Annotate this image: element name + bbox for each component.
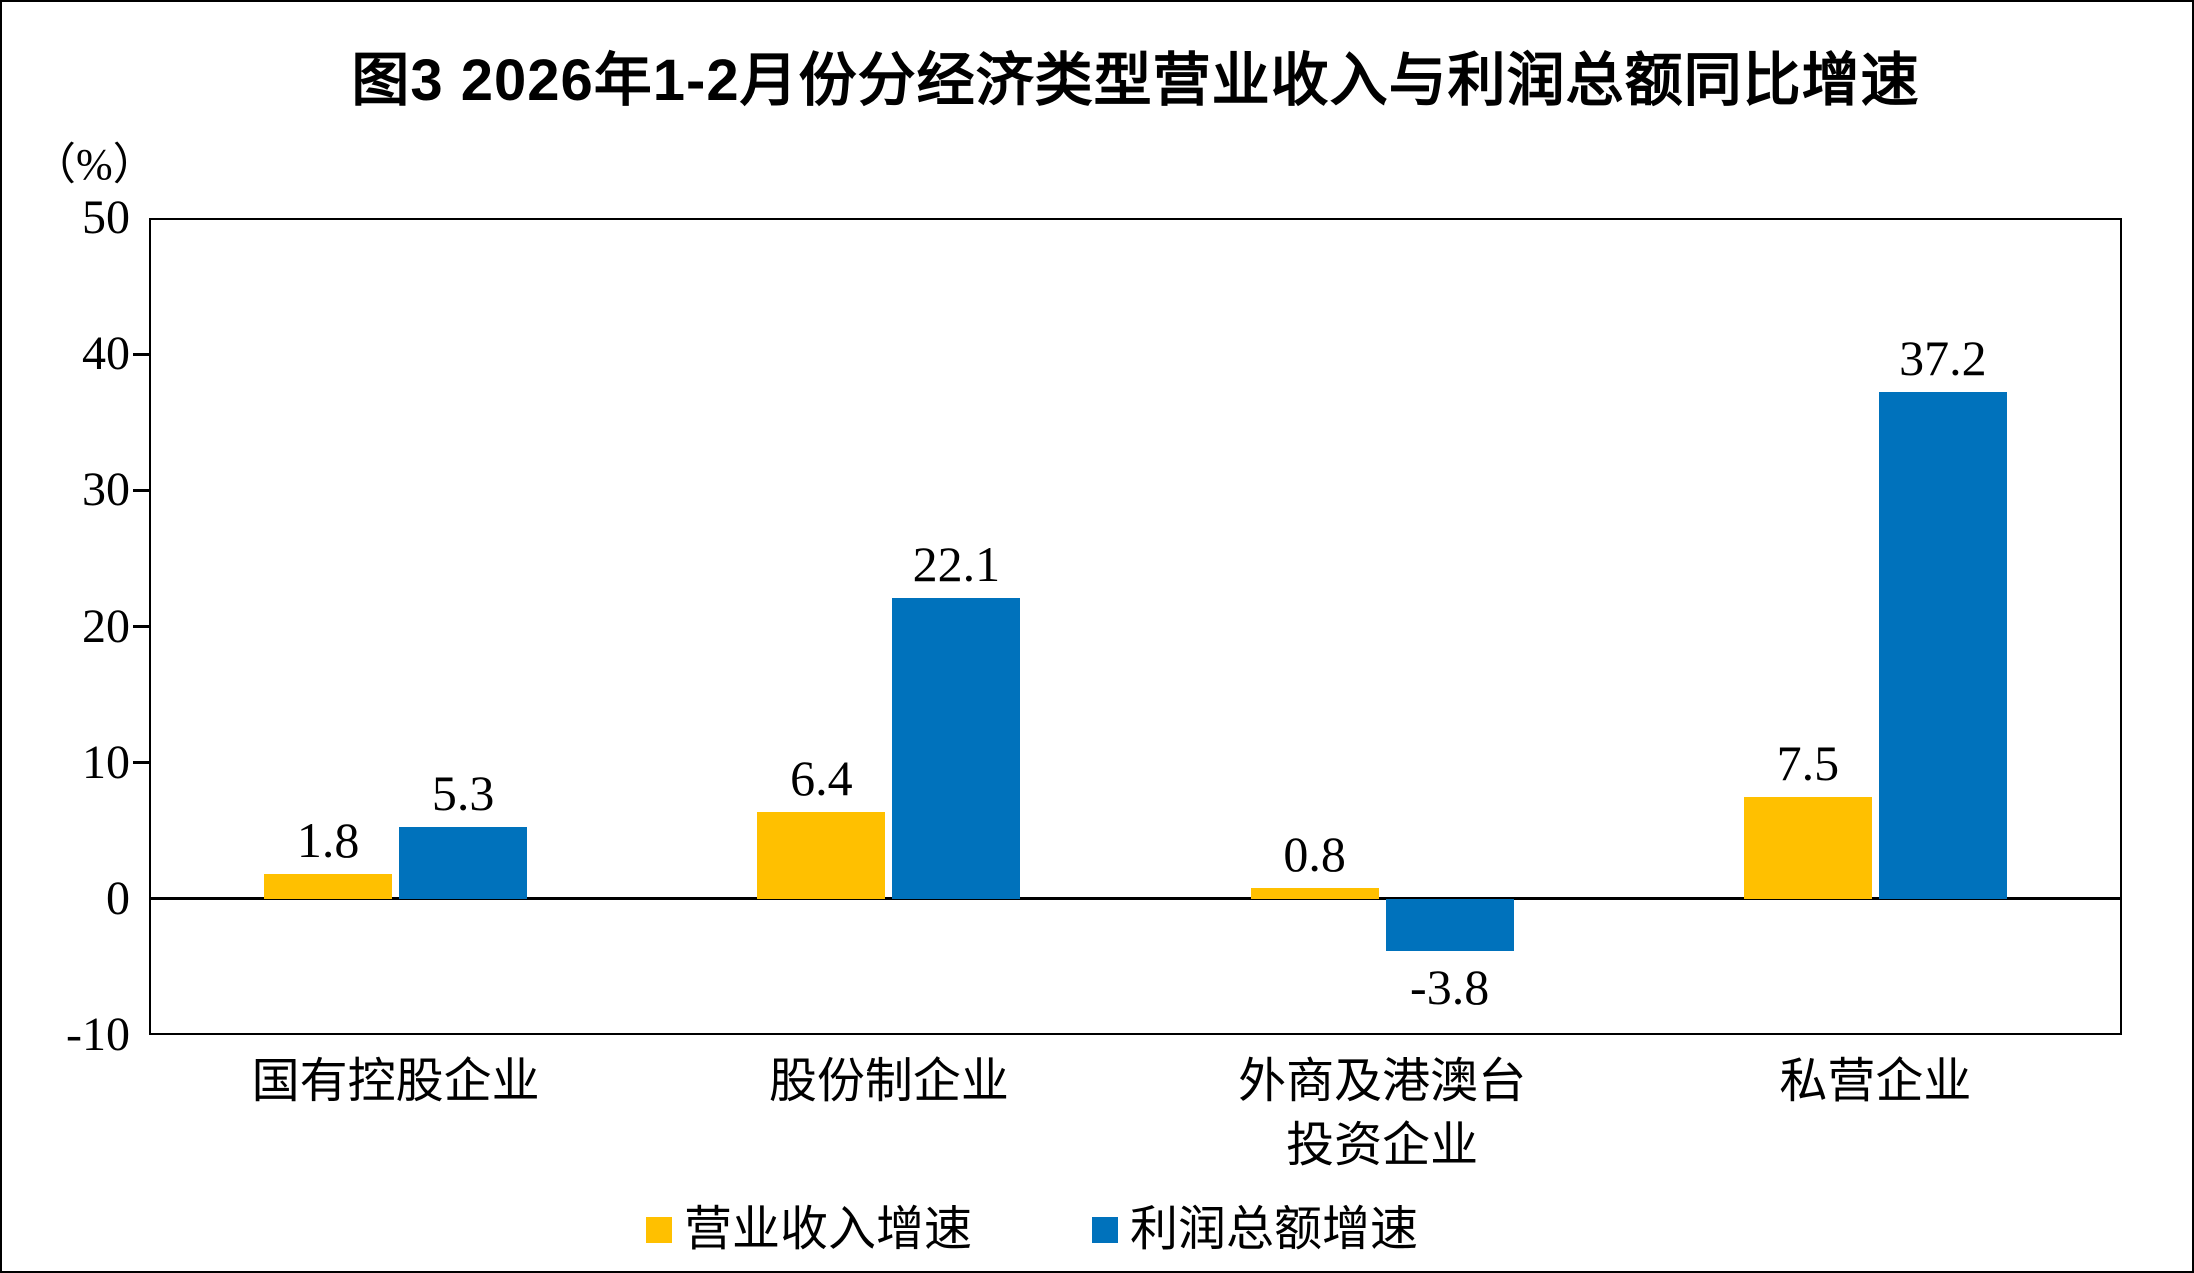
bar <box>1250 887 1379 899</box>
legend-label: 营业收入增速 <box>683 1203 972 1256</box>
y-tick-mark <box>133 625 149 628</box>
chart-legend: 营业收入增速 利润总额增速 <box>2 1202 2062 1258</box>
legend-label: 利润总额增速 <box>1130 1203 1419 1256</box>
bar-value-label: 0.8 <box>1283 825 1346 882</box>
bar-value-label: 7.5 <box>1776 734 1840 791</box>
y-tick-label: 20 <box>82 599 130 653</box>
bar <box>399 826 528 899</box>
x-axis-category-label: 股份制企业 <box>768 1055 1009 1108</box>
legend-item: 营业收入增速 <box>645 1202 972 1258</box>
y-tick-label: -10 <box>66 1008 130 1061</box>
y-tick-label: 40 <box>82 327 130 381</box>
bar-value-label: 6.4 <box>790 749 853 806</box>
y-tick-mark <box>133 352 149 356</box>
legend-swatch-icon <box>645 1217 672 1243</box>
zero-axis-line <box>149 897 2122 901</box>
y-tick-mark <box>133 488 149 492</box>
bar-value-label: 1.8 <box>296 812 360 869</box>
bar-value-label: 37.2 <box>1899 330 1987 387</box>
y-tick-label: 10 <box>82 735 130 789</box>
x-axis-category-label: 外商及港澳台 投资企业 <box>1238 1055 1527 1172</box>
y-axis-unit-label: （%） <box>32 140 157 189</box>
chart-title: 图3 2026年1-2月份分经济类型营业收入与利润总额同比增速 <box>351 48 1920 113</box>
legend-swatch-icon <box>1092 1217 1118 1243</box>
bar <box>757 811 886 899</box>
bar <box>892 597 1021 899</box>
y-tick-label: 30 <box>82 463 130 517</box>
bar <box>264 874 393 899</box>
x-axis-category-label: 私营企业 <box>1779 1055 1972 1108</box>
y-tick-mark <box>133 761 149 765</box>
bar-value-label: 5.3 <box>431 764 495 821</box>
bar <box>1743 796 1872 899</box>
bar <box>1878 392 2007 899</box>
x-axis-category-label: 国有控股企业 <box>251 1055 540 1108</box>
legend-item: 利润总额增速 <box>1092 1202 1418 1258</box>
y-tick-label: 50 <box>82 191 130 244</box>
bar <box>1385 898 1514 951</box>
bar-value-label: -3.8 <box>1410 958 1490 1015</box>
y-tick-label: 0 <box>106 871 130 925</box>
bar-value-label: 22.1 <box>912 535 1001 592</box>
